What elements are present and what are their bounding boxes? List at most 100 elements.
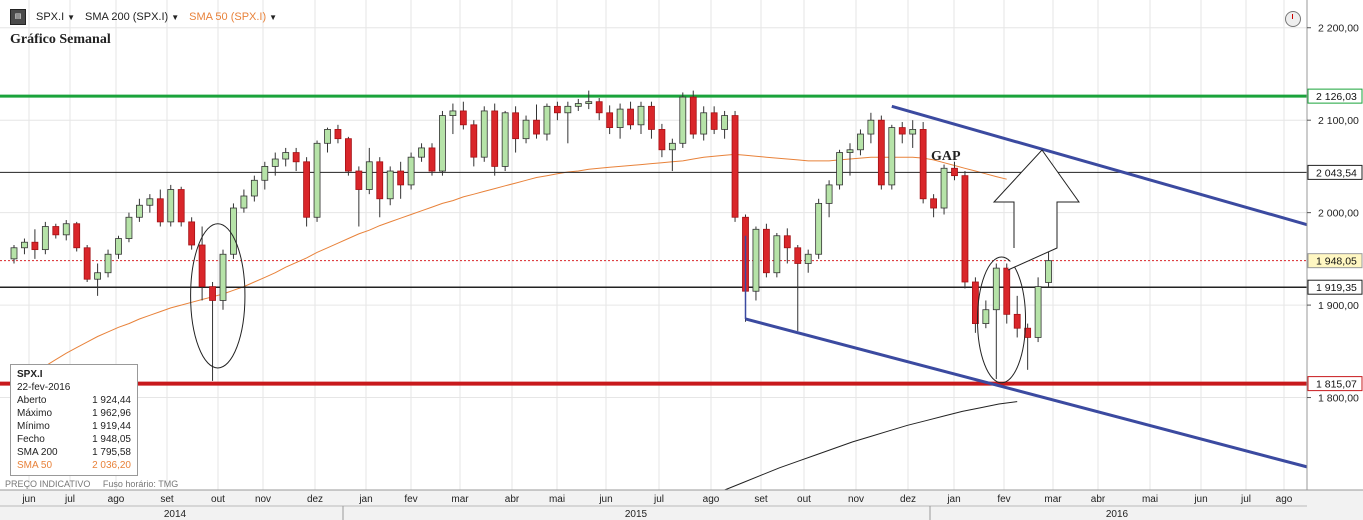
candle-down <box>710 112 718 130</box>
highlight-ellipse <box>190 223 246 369</box>
x-month-label: set <box>754 494 768 505</box>
candle-up <box>240 195 248 209</box>
candle-down <box>794 247 802 264</box>
infobox-row-value: 1 962,96 <box>92 408 131 419</box>
channel-trendline <box>891 104 1308 227</box>
candle-down <box>303 161 311 218</box>
price-label: 2 126,03 <box>1316 91 1357 103</box>
candle-up <box>21 241 28 249</box>
x-month-label: mar <box>451 494 469 505</box>
candle-up <box>1045 260 1052 283</box>
candle-up <box>825 184 833 204</box>
candle-down <box>658 129 666 151</box>
y-tick-label: 1 800,00 <box>1318 393 1359 405</box>
sma200-line <box>724 401 1018 491</box>
symbol-label: SPX.I <box>36 11 65 23</box>
candle-up <box>230 207 237 255</box>
price-label: 1 815,07 <box>1316 379 1357 391</box>
price-label-box <box>1307 253 1363 269</box>
sma50-selector[interactable]: SMA 50 (SPX.I) ▼ <box>189 11 277 23</box>
chevron-down-icon: ▼ <box>269 12 278 22</box>
x-month-label: set <box>160 494 174 505</box>
candle-down <box>554 105 561 114</box>
candle-up <box>888 127 896 186</box>
x-month-label: dez <box>900 494 916 505</box>
candle-up <box>564 105 572 114</box>
x-year-label: 2014 <box>164 509 187 520</box>
x-month-label: abr <box>1091 494 1106 505</box>
x-month-label: fev <box>997 494 1010 505</box>
candle-up <box>752 228 760 292</box>
candle-up <box>125 216 133 239</box>
candle-up <box>261 166 269 181</box>
candle-up <box>668 142 676 151</box>
sma200-selector[interactable]: SMA 200 (SPX.I) ▼ <box>85 11 179 23</box>
x-month-label: ago <box>703 494 720 505</box>
candle-up <box>41 226 49 251</box>
price-label: 1 919,35 <box>1316 282 1357 294</box>
price-label-box <box>1307 164 1363 180</box>
candle-up <box>700 112 708 135</box>
candle-down <box>951 167 958 177</box>
candle-down <box>73 223 81 249</box>
candle-up <box>135 204 143 218</box>
chevron-down-icon: ▼ <box>171 12 180 22</box>
infobox-row: Fecho 1 948,05 <box>17 433 131 446</box>
infobox-row: SMA 50 2 036,20 <box>17 459 131 472</box>
candle-up <box>679 96 687 144</box>
candle-down <box>533 119 540 135</box>
candle-down <box>595 101 603 114</box>
clock-icon[interactable] <box>1285 11 1301 27</box>
price-label-box <box>1307 88 1363 104</box>
x-month-label: mai <box>1142 494 1158 505</box>
candle-down <box>930 198 937 209</box>
candle-up <box>940 167 948 209</box>
x-month-label: jun <box>1193 494 1207 505</box>
y-tick-label: 1 900,00 <box>1318 300 1359 312</box>
chart-type-icon[interactable]: ▤ <box>10 9 26 25</box>
candle-up <box>271 158 279 167</box>
candle-down <box>877 119 885 186</box>
data-infobox: SPX.I 22-fev-2016 Aberto 1 924,44 Máximo 1… <box>10 364 138 476</box>
candle-up <box>543 105 551 135</box>
candle-up <box>815 202 823 255</box>
x-month-label: mar <box>1044 494 1062 505</box>
price-label-box <box>1307 376 1363 392</box>
x-month-label: abr <box>505 494 520 505</box>
candle-up <box>637 105 645 126</box>
y-tick-label: 2 200,00 <box>1318 23 1359 35</box>
candle-up <box>836 152 843 186</box>
y-tick-label: 2 100,00 <box>1318 115 1359 127</box>
arrow-up-icon <box>992 149 1080 271</box>
candle-down <box>648 105 655 130</box>
candle-up <box>992 267 1000 311</box>
candle-down <box>731 115 739 218</box>
price-label: 2 043,54 <box>1316 167 1357 179</box>
candle-down <box>156 198 164 223</box>
candle-down <box>919 129 927 200</box>
infobox-row-value: 1 924,44 <box>92 395 131 406</box>
candle-down <box>188 221 196 246</box>
sma50-label: SMA 50 (SPX.I) <box>189 11 267 23</box>
candle-down <box>376 161 384 200</box>
candle-up <box>773 235 781 274</box>
infobox-row: Aberto 1 924,44 <box>17 394 131 407</box>
x-month-label: ago <box>108 494 125 505</box>
candle-up <box>501 112 509 167</box>
candle-up <box>313 142 321 218</box>
x-month-label: nov <box>255 494 271 505</box>
x-axis-band <box>0 490 1363 520</box>
candle-up <box>585 101 593 104</box>
candle-down <box>491 110 499 167</box>
candle-up <box>982 309 990 324</box>
candle-down <box>898 127 906 135</box>
candle-up <box>250 179 258 197</box>
candle-up <box>94 272 101 280</box>
candle-down <box>209 286 216 301</box>
x-month-label: jul <box>64 494 75 505</box>
symbol-selector[interactable]: SPX.I ▼ <box>36 11 75 23</box>
candle-up <box>1034 286 1042 338</box>
candle-down <box>355 170 363 190</box>
